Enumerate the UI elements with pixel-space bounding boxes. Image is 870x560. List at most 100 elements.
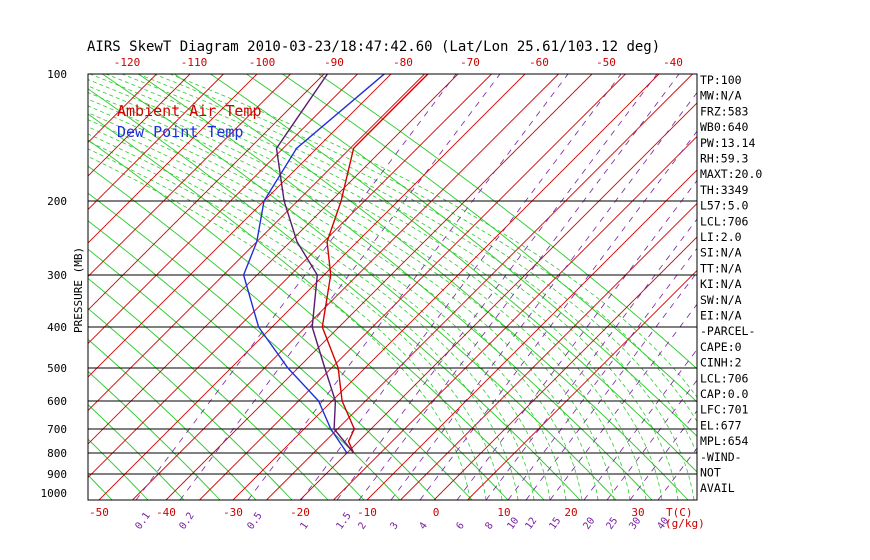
mixing-ratio-label: 4 xyxy=(417,520,429,531)
mixing-ratio-labels: 0.1 0.2 0.5 1 1.5 2 3 4 6 8 10 12 15 20 25 30 40 xyxy=(133,511,671,532)
pressure-tick-label: 500 xyxy=(47,362,67,375)
dry-adiabat-line xyxy=(318,74,697,370)
index-entry: CAP:0.0 xyxy=(700,387,749,401)
pressure-ticks: 100 200 300 400 500 600 700 800 900 1000 xyxy=(41,68,68,500)
legend-dewpoint: Dew Point Temp xyxy=(117,123,243,141)
mixing-ratio-line xyxy=(419,130,697,500)
index-entry: MPL:654 xyxy=(700,434,749,448)
series-line-parcel xyxy=(275,74,355,454)
isotherm-line xyxy=(88,74,224,211)
mixing-ratio-line xyxy=(525,271,697,500)
index-entry: EL:677 xyxy=(700,418,742,432)
isotherm-line xyxy=(433,236,697,500)
top-tick-label: -80 xyxy=(393,56,413,69)
index-entry: MW:N/A xyxy=(700,89,742,103)
bottom-tick-label: -30 xyxy=(223,506,243,519)
top-tick-label: -60 xyxy=(529,56,549,69)
index-entry: AVAIL xyxy=(700,481,735,495)
mixing-ratio-label: 6 xyxy=(454,520,466,531)
x-axis-label: T(C) xyxy=(666,506,693,519)
top-tick-label: -90 xyxy=(324,56,344,69)
index-entry: MAXT:20.0 xyxy=(700,167,762,181)
top-tick-label: -50 xyxy=(596,56,616,69)
mixing-ratio-line xyxy=(390,91,697,500)
index-entry: WB0:640 xyxy=(700,120,749,134)
pressure-tick-label: 300 xyxy=(47,269,67,282)
pressure-tick-label: 400 xyxy=(47,321,67,334)
isobars xyxy=(88,200,697,475)
index-entry: LCL:706 xyxy=(700,371,749,385)
index-entry: TP:100 xyxy=(700,73,742,87)
mixing-ratio-line xyxy=(507,247,697,500)
mixing-ratio-label: 1.5 xyxy=(334,511,353,532)
mixing-ratio-line xyxy=(358,74,680,500)
mixing-ratio-label: 2 xyxy=(356,520,368,531)
y-axis-label: PRESSURE (MB) xyxy=(72,247,85,333)
dry-adiabat-line xyxy=(88,113,545,500)
pressure-tick-label: 200 xyxy=(47,195,67,208)
mixing-axis-label: (g/kg) xyxy=(665,517,705,530)
top-tick-label: -40 xyxy=(663,56,683,69)
mixing-ratio-label: 15 xyxy=(547,516,563,532)
bottom-tick-label: -10 xyxy=(357,506,377,519)
index-entry: CINH:2 xyxy=(700,356,742,370)
mixing-ratio-label: 12 xyxy=(523,516,539,532)
bottom-tick-label: 20 xyxy=(564,506,577,519)
isotherm-line xyxy=(88,74,392,378)
index-entry: -WIND- xyxy=(700,450,742,464)
mixing-ratio-lines xyxy=(135,74,697,500)
index-entry: TT:N/A xyxy=(700,261,742,275)
top-tick-label: -100 xyxy=(249,56,276,69)
index-entry: SI:N/A xyxy=(700,246,742,260)
mixing-ratio-line xyxy=(657,447,697,500)
isotherm-line xyxy=(333,135,697,500)
index-entry: EI:N/A xyxy=(700,309,742,323)
mixing-ratio-line xyxy=(336,74,658,500)
pressure-tick-label: 1000 xyxy=(41,487,68,500)
bottom-tick-label: 10 xyxy=(497,506,510,519)
dry-adiabat-line xyxy=(282,74,697,403)
bottom-temp-ticks: -50 -40 -30 -20 -10 0 10 20 30 xyxy=(89,506,645,519)
index-entry: RH:59.3 xyxy=(700,152,749,166)
dry-adiabat-line xyxy=(246,74,697,437)
index-entry: FRZ:583 xyxy=(700,104,749,118)
index-entry: NOT xyxy=(700,466,721,480)
mixing-ratio-label: 3 xyxy=(388,520,400,531)
legend-ambient: Ambient Air Temp xyxy=(117,102,262,120)
top-temp-ticks: -120 -110 -100 -90 -80 -70 -60 -50 -40 xyxy=(114,56,683,69)
index-entry: -PARCEL- xyxy=(700,324,755,338)
mixing-ratio-label: 0.1 xyxy=(133,511,152,532)
pressure-tick-label: 600 xyxy=(47,395,67,408)
bottom-tick-label: -50 xyxy=(89,506,109,519)
mixing-ratio-label: 1 xyxy=(298,520,310,531)
isotherm-line xyxy=(266,74,693,500)
mixing-ratio-label: 8 xyxy=(483,520,495,531)
bottom-tick-label: 30 xyxy=(631,506,644,519)
index-entry: LI:2.0 xyxy=(700,230,742,244)
isotherm-line xyxy=(88,74,291,278)
index-entry: CAPE:0 xyxy=(700,340,742,354)
top-tick-label: -120 xyxy=(114,56,141,69)
isotherm-line xyxy=(88,74,358,345)
top-tick-label: -70 xyxy=(460,56,480,69)
mixing-ratio-label: 20 xyxy=(581,516,597,532)
mixing-ratio-line xyxy=(485,218,697,500)
dry-adiabat-line xyxy=(0,74,4,500)
pressure-tick-label: 800 xyxy=(47,447,67,460)
mixing-ratio-label: 25 xyxy=(604,516,620,532)
bottom-tick-label: -20 xyxy=(290,506,310,519)
isotherm-line xyxy=(400,202,697,500)
pressure-tick-label: 900 xyxy=(47,468,67,481)
dry-adiabat-line xyxy=(0,74,40,500)
index-entry: LFC:701 xyxy=(700,403,749,417)
pressure-tick-label: 100 xyxy=(47,68,67,81)
index-entry: LCL:706 xyxy=(700,214,749,228)
plot-frame xyxy=(87,73,698,501)
index-entry: PW:13.14 xyxy=(700,136,755,150)
index-entry: L57:5.0 xyxy=(700,199,749,213)
series-line-ambient-air-temp xyxy=(321,74,429,454)
pressure-tick-label: 700 xyxy=(47,423,67,436)
dry-adiabat-line xyxy=(0,74,76,500)
isotherm-line xyxy=(232,74,660,500)
sounding-series xyxy=(242,74,429,454)
